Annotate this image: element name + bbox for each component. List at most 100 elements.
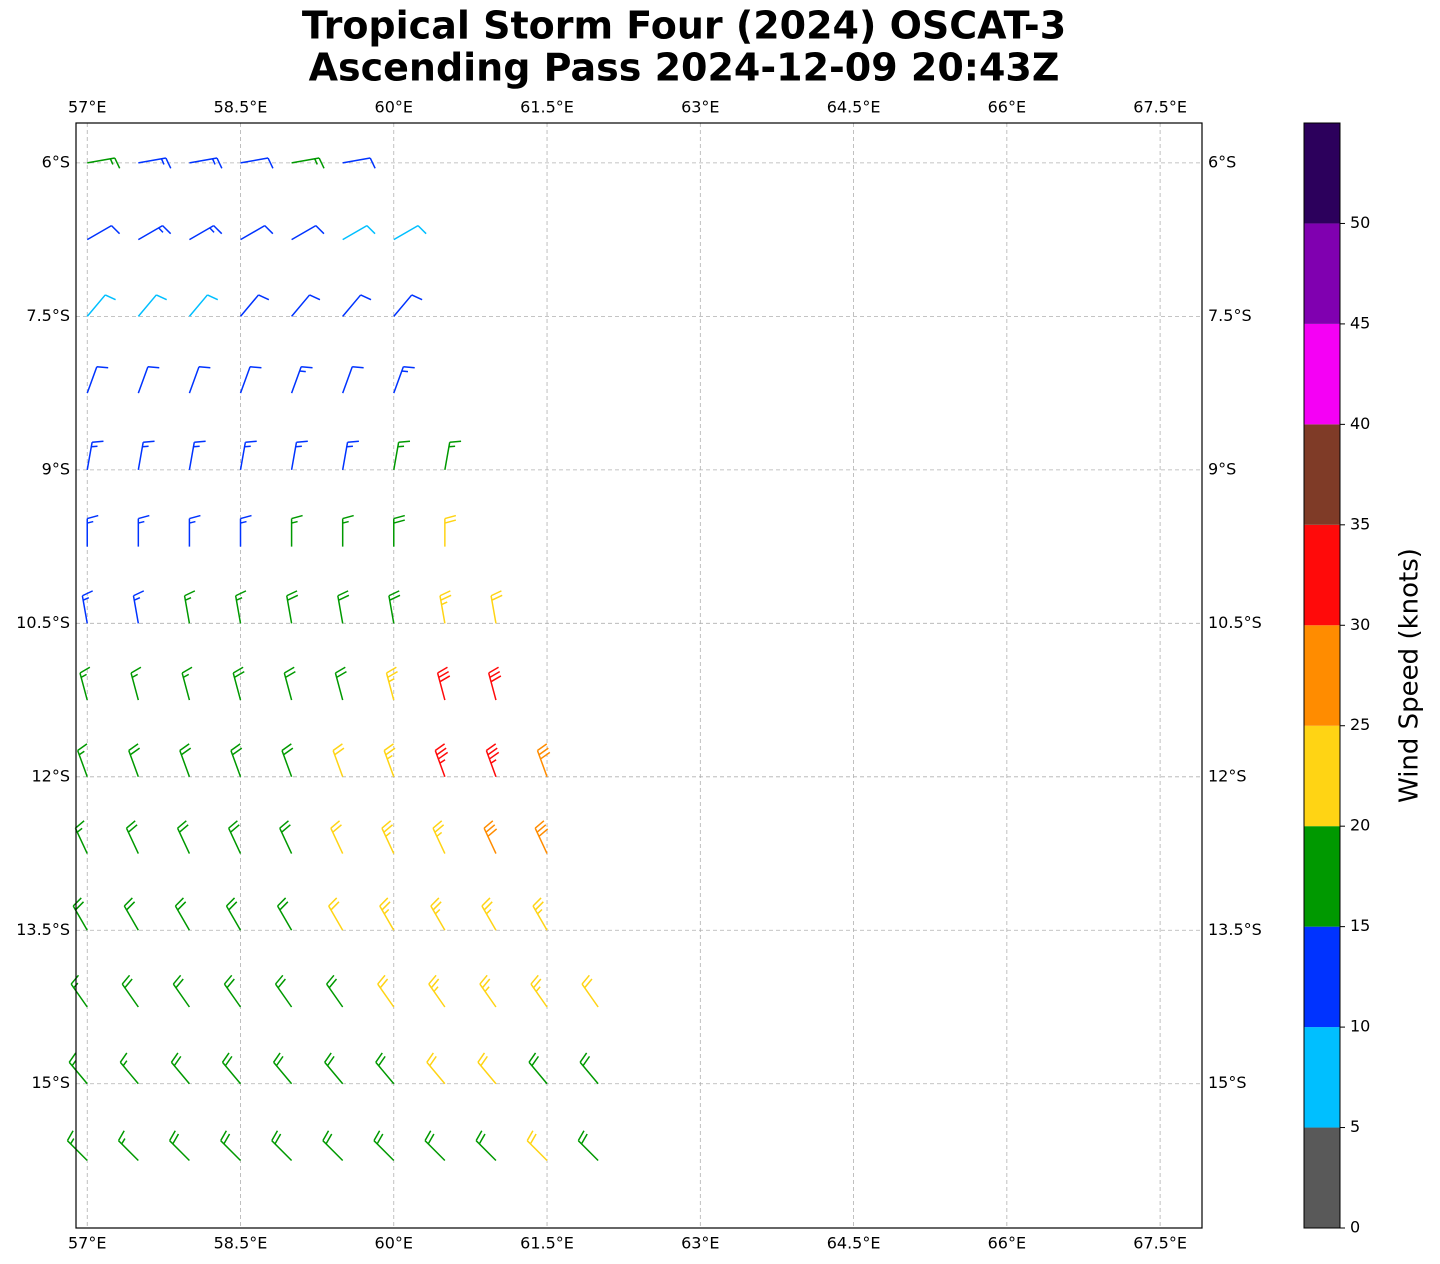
wind-barb	[239, 514, 252, 547]
wind-barb	[291, 157, 325, 169]
wind-barb	[439, 590, 452, 624]
wind-barb	[170, 1052, 190, 1085]
wind-barb	[426, 1052, 446, 1085]
wind-barb	[239, 294, 270, 317]
x-tick-label: 60°E	[375, 98, 413, 117]
wind-barb	[479, 974, 497, 1008]
colorbar-segment	[1304, 223, 1340, 324]
wind-barb	[291, 224, 325, 241]
wind-barb	[322, 1130, 344, 1162]
wind-barb	[223, 974, 242, 1008]
y-tick-label: 7.5°S	[1208, 306, 1252, 325]
wind-barb	[168, 1130, 190, 1162]
wind-barb	[234, 590, 247, 624]
x-tick-label: 57°E	[68, 1234, 106, 1253]
wind-barb	[388, 590, 401, 624]
x-tick-label: 60°E	[375, 1234, 413, 1253]
x-tick-label: 63°E	[681, 98, 719, 117]
wind-barb	[432, 820, 446, 854]
colorbar-tick-label: 15	[1350, 916, 1370, 935]
wind-barb	[279, 820, 293, 854]
wind-barb	[240, 224, 274, 241]
wind-barb	[138, 157, 172, 169]
colorbar-tick-label: 35	[1350, 514, 1370, 533]
wind-barb	[328, 897, 344, 931]
wind-barb	[123, 897, 139, 931]
wind-barb	[117, 1130, 139, 1162]
wind-barb	[276, 897, 293, 931]
wind-barb	[526, 1130, 548, 1162]
colorbar-tick-label: 45	[1350, 313, 1370, 332]
wind-barb	[81, 590, 94, 624]
wind-barb	[121, 974, 139, 1008]
x-tick-label: 64.5°E	[827, 1234, 881, 1253]
wind-barb	[137, 224, 172, 241]
wind-barb	[341, 366, 364, 394]
y-tick-label: 9°S	[1208, 459, 1236, 478]
x-tick-label: 67.5°E	[1133, 98, 1187, 117]
wind-barb	[337, 590, 350, 624]
wind-barb	[274, 974, 293, 1008]
wind-barb	[428, 974, 446, 1008]
y-tick-label: 15°S	[31, 1073, 70, 1092]
wind-barb	[68, 1052, 88, 1085]
wind-barb	[183, 590, 196, 624]
wind-barb	[385, 666, 398, 701]
wind-barb	[137, 440, 155, 470]
y-tick-label: 6°S	[42, 152, 70, 171]
wind-barb	[87, 157, 121, 169]
wind-barb	[536, 743, 551, 778]
wind-barb	[444, 440, 462, 470]
wind-barb	[393, 224, 427, 241]
wind-barb	[477, 1052, 497, 1085]
wind-barb	[74, 820, 88, 854]
wind-barb	[373, 1130, 395, 1162]
colorbar-frame	[1303, 122, 1341, 1229]
wind-barb	[485, 743, 500, 778]
wind-barb	[86, 224, 121, 241]
colorbar-tick-label: 0	[1350, 1218, 1360, 1237]
wind-barb	[481, 897, 497, 931]
x-tick-label: 67.5°E	[1133, 1234, 1187, 1253]
colorbar-segment	[1304, 725, 1340, 827]
wind-barb	[528, 1052, 548, 1085]
wind-barb	[70, 974, 88, 1008]
wind-barb	[444, 514, 457, 547]
wind-barb	[86, 294, 116, 317]
wind-barb	[86, 440, 104, 470]
wind-barb	[86, 366, 109, 394]
wind-barb	[534, 820, 549, 854]
wind-barb	[271, 1130, 293, 1162]
wind-barb	[490, 590, 503, 624]
colorbar-segment	[1304, 323, 1340, 425]
colorbar-tick-label: 40	[1350, 414, 1370, 433]
wind-barb	[132, 590, 145, 624]
y-tick-label: 9°S	[42, 459, 70, 478]
colorbar-tick-label: 20	[1350, 816, 1370, 835]
wind-barb	[188, 294, 219, 317]
wind-barb	[72, 897, 88, 931]
y-tick-label: 7.5°S	[26, 306, 70, 325]
colorbar-segment	[1304, 123, 1340, 224]
x-tick-label: 64.5°E	[827, 98, 881, 117]
colorbar-segment	[1304, 625, 1340, 726]
y-tick-label: 13.5°S	[1208, 920, 1262, 939]
wind-barb	[130, 666, 142, 701]
colorbar-tick-label: 50	[1350, 213, 1370, 232]
wind-barb	[342, 224, 376, 241]
wind-barb	[330, 820, 344, 854]
wind-barb	[225, 897, 242, 931]
wind-barb	[174, 897, 191, 931]
wind-barb	[341, 440, 359, 470]
x-tick-label: 57°E	[68, 98, 106, 117]
wind-barb	[326, 974, 344, 1008]
wind-barb	[181, 666, 193, 701]
chart-title: Tropical Storm Four (2024) OSCAT-3	[302, 4, 1066, 48]
wind-barb	[137, 514, 150, 547]
wind-barb	[137, 366, 160, 394]
wind-barb	[475, 1130, 497, 1162]
wind-barb	[532, 897, 548, 931]
wind-barb	[128, 743, 141, 778]
x-tick-label: 66°E	[988, 98, 1026, 117]
wind-barb	[283, 666, 296, 701]
